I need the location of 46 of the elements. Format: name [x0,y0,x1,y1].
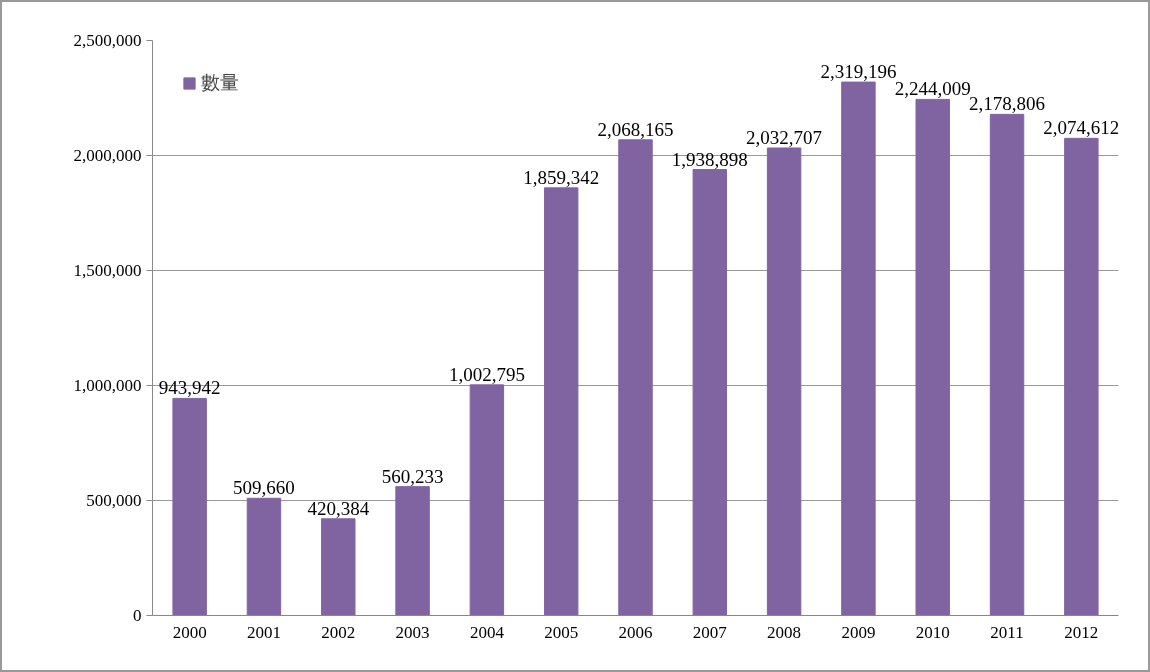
bar [841,81,876,616]
bar [395,486,430,616]
bar [469,384,505,616]
data-label: 509,660 [233,477,295,499]
data-label: 1,938,898 [671,148,748,170]
x-tick-label: 2011 [990,622,1024,642]
y-tick-label: 0 [133,606,142,625]
bar [172,397,207,616]
x-tick-label: 2005 [544,622,579,642]
y-tick-label: 1,500,000 [73,261,142,280]
data-label: 1,002,795 [448,363,525,385]
bar [766,147,802,616]
x-tick-label: 2008 [767,622,802,642]
bar [692,169,728,616]
bar [321,518,356,616]
bar [1064,137,1099,616]
data-label: 560,233 [381,465,444,487]
data-label: 2,319,196 [820,61,897,83]
x-tick-label: 2012 [1064,622,1099,642]
data-label: 2,178,806 [969,93,1046,115]
data-label: 943,942 [158,377,221,399]
x-tick-label: 2010 [915,622,950,642]
data-label: 2,074,612 [1043,117,1120,139]
y-tick-label: 500,000 [86,491,142,510]
data-label: 420,384 [307,497,370,519]
x-tick-label: 2002 [321,622,356,642]
data-label: 1,859,342 [523,166,600,188]
x-tick-label: 2004 [469,622,505,642]
data-label: 2,244,009 [894,78,971,100]
x-tick-label: 2000 [172,622,207,642]
bar [618,139,653,616]
x-tick-label: 2009 [841,622,876,642]
bar [989,113,1025,616]
y-tick-label: 2,000,000 [73,146,142,165]
x-tick-label: 2003 [395,622,430,642]
bar [246,497,282,616]
y-tick-label: 1,000,000 [73,376,142,395]
y-tick-label: 2,500,000 [73,31,142,50]
bar [543,187,579,616]
x-tick-label: 2007 [692,622,728,642]
legend-label: 數量 [201,70,239,95]
bar [915,98,950,616]
x-tick-label: 2001 [246,622,281,642]
data-label: 2,068,165 [597,118,674,140]
data-label: 2,032,707 [746,126,823,148]
x-tick-label: 2006 [618,622,653,642]
